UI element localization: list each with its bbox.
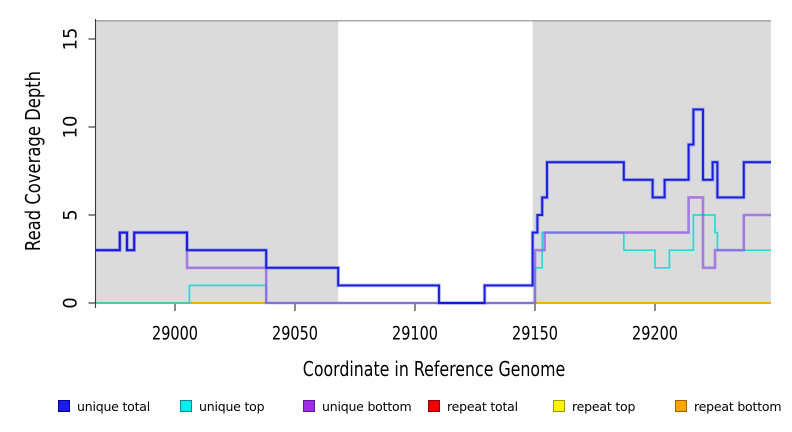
x-tick-label: 29200 bbox=[632, 323, 678, 345]
legend-label: unique top bbox=[199, 398, 265, 414]
legend-item-repeat-top: repeat top bbox=[553, 397, 635, 415]
legend-label: unique total bbox=[77, 398, 151, 414]
legend-swatch-icon bbox=[553, 400, 565, 412]
legend-swatch-icon bbox=[428, 400, 440, 412]
x-tick-label: 29150 bbox=[512, 323, 558, 345]
x-tick-label: 29100 bbox=[392, 323, 438, 345]
repeat-region-left bbox=[96, 20, 339, 304]
legend-label: repeat total bbox=[447, 398, 518, 414]
legend-swatch-icon bbox=[675, 400, 687, 412]
x-tick-label: 29050 bbox=[272, 323, 318, 345]
x-tick-label: 29000 bbox=[152, 323, 198, 345]
legend-label: repeat top bbox=[572, 398, 636, 414]
x-axis-title: Coordinate in Reference Genome bbox=[302, 357, 566, 381]
legend-swatch-icon bbox=[180, 400, 192, 412]
y-axis-title: Read Coverage Depth bbox=[21, 70, 45, 252]
legend-item-unique-bottom: unique bottom bbox=[303, 397, 412, 415]
legend-swatch-icon bbox=[58, 400, 70, 412]
y-tick-label: 10 bbox=[60, 116, 82, 139]
legend-swatch-icon bbox=[303, 400, 315, 412]
legend-item-repeat-total: repeat total bbox=[428, 397, 518, 415]
chart-legend: unique total unique top unique bottom repea… bbox=[0, 397, 792, 419]
legend-item-unique-top: unique top bbox=[180, 397, 265, 415]
legend-label: unique bottom bbox=[322, 398, 412, 414]
y-tick-label: 15 bbox=[60, 28, 82, 51]
legend-label: repeat bottom bbox=[694, 398, 782, 414]
series-unique-total bbox=[96, 108, 771, 304]
legend-item-repeat-bottom: repeat bottom bbox=[675, 397, 782, 415]
y-tick-label: 0 bbox=[60, 297, 82, 309]
legend-item-unique-total: unique total bbox=[58, 397, 150, 415]
y-tick-label: 5 bbox=[60, 209, 82, 221]
